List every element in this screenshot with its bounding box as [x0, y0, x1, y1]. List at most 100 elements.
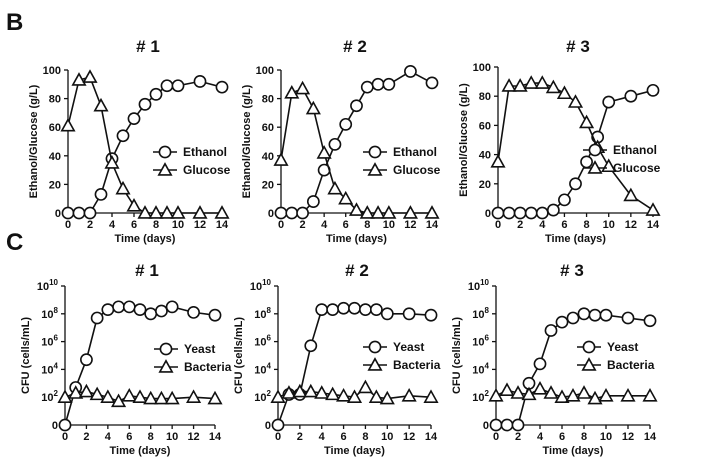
data-point — [316, 145, 332, 159]
data-point — [490, 154, 506, 168]
data-point — [370, 205, 386, 219]
y-tick-label: 0 — [268, 208, 274, 220]
data-point — [171, 79, 185, 93]
legend-label: Yeast — [607, 340, 638, 354]
panel-label-b: B — [6, 9, 23, 36]
data-point — [554, 389, 570, 403]
series-glucose — [273, 80, 440, 219]
data-point — [296, 206, 309, 220]
data-point — [379, 390, 395, 405]
data-point — [546, 203, 560, 217]
series-yeast — [58, 300, 222, 432]
chart-6: # 3 0 2 4 6 8 10 12 14 0 102 104 106 108 1010 Time (day… — [451, 261, 658, 457]
data-point — [598, 387, 614, 402]
y-tick-label: 106 — [41, 334, 58, 349]
data-point — [424, 205, 440, 219]
data-point — [359, 205, 375, 219]
series-glucose — [60, 69, 230, 219]
y-tick-label: 80 — [49, 94, 61, 106]
data-point — [371, 77, 385, 91]
x-tick-label: 0 — [495, 219, 501, 231]
data-point — [94, 188, 108, 201]
y-tick-label: 20 — [49, 179, 61, 191]
data-point — [566, 311, 580, 325]
data-point — [534, 75, 550, 89]
chart-1: # 1 0 2 4 6 8 10 12 14 0 20 40 60 80 100 Time (days) Eth… — [28, 37, 231, 245]
x-tick-label: 12 — [403, 431, 415, 443]
data-point — [513, 206, 527, 220]
x-tick-label: 12 — [187, 431, 199, 443]
data-point — [348, 301, 361, 315]
data-point — [314, 385, 330, 399]
legend-label: Glucose — [183, 163, 231, 177]
legend-label: Yeast — [393, 340, 424, 354]
data-point — [57, 389, 73, 403]
x-tick-label: 12 — [622, 431, 634, 443]
x-tick-label: 14 — [426, 219, 439, 231]
data-point — [93, 97, 109, 112]
x-tick-label: 10 — [381, 431, 393, 443]
legend-marker — [582, 340, 596, 354]
x-tick-label: 4 — [109, 219, 116, 231]
x-axis-label: Time (days) — [115, 233, 176, 245]
data-point — [83, 206, 97, 220]
chart-title: # 3 — [566, 37, 590, 56]
data-point — [271, 418, 285, 432]
legend-marker — [158, 145, 172, 159]
data-point — [186, 389, 202, 403]
data-point — [127, 112, 141, 126]
x-tick-label: 2 — [515, 431, 521, 443]
data-point — [292, 383, 308, 398]
data-point — [350, 99, 363, 113]
data-point — [501, 78, 517, 92]
chart-title: # 1 — [136, 37, 160, 56]
data-point — [193, 75, 207, 88]
data-point — [402, 205, 418, 219]
x-tick-label: 8 — [148, 431, 154, 443]
x-tick-label: 10 — [172, 219, 184, 231]
data-point — [336, 387, 352, 402]
data-point — [148, 205, 164, 219]
data-point — [569, 177, 582, 191]
data-point — [602, 95, 616, 109]
y-axis-label: CFU (cells/mL) — [20, 317, 32, 394]
data-point — [401, 387, 417, 402]
x-tick-label: 10 — [166, 431, 178, 443]
chart-3: # 3 0 2 4 6 8 10 12 14 0 20 40 60 80 100 Time (days) Eth… — [458, 37, 661, 245]
data-point — [207, 390, 223, 405]
data-point — [499, 382, 515, 397]
legend-marker — [367, 162, 383, 176]
data-point — [137, 205, 153, 219]
data-point — [270, 389, 286, 403]
data-point — [208, 308, 222, 322]
data-point — [544, 324, 558, 337]
x-tick-label: 10 — [600, 431, 612, 443]
y-tick-label: 106 — [254, 334, 271, 349]
data-point — [502, 206, 516, 220]
legend: Ethanol Glucose — [153, 145, 231, 177]
data-point — [338, 190, 354, 205]
x-tick-label: 2 — [517, 219, 523, 231]
data-point — [642, 387, 658, 402]
data-point — [588, 308, 602, 322]
legend-marker — [159, 342, 173, 356]
data-point — [545, 79, 561, 94]
x-tick-label: 4 — [321, 219, 328, 231]
y-tick-label: 0 — [483, 420, 489, 432]
x-tick-label: 14 — [209, 431, 222, 443]
data-point — [587, 390, 603, 405]
legend-marker — [581, 357, 597, 371]
legend-label: Ethanol — [393, 145, 437, 159]
x-axis-label: Time (days) — [326, 233, 387, 245]
series-ethanol — [274, 65, 439, 220]
y-axis-label: CFU (cells/mL) — [451, 317, 463, 394]
series-bacteria — [270, 379, 439, 405]
data-point — [72, 206, 86, 220]
data-point — [143, 390, 159, 405]
series-bacteria — [57, 383, 223, 408]
data-point — [285, 206, 299, 220]
legend-marker — [368, 145, 382, 159]
data-point — [155, 304, 168, 318]
data-point — [521, 386, 537, 401]
